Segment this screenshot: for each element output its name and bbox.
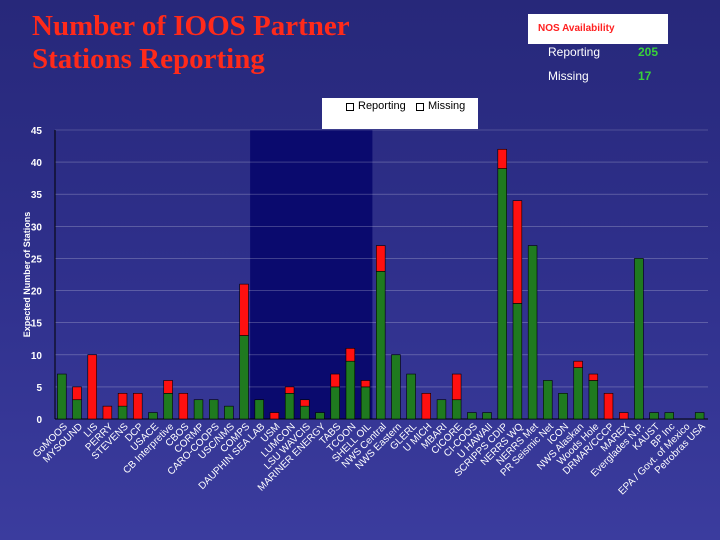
bar-reporting <box>239 335 249 420</box>
bar-reporting <box>376 270 386 420</box>
y-tick-label: 10 <box>31 351 43 362</box>
y-axis-label: Expected Number of Stations <box>22 212 32 338</box>
bar-reporting <box>315 412 325 420</box>
bar-missing <box>300 399 310 407</box>
bar-missing <box>360 380 371 388</box>
bar-missing <box>269 412 280 420</box>
y-tick-label: 40 <box>31 158 43 169</box>
chart-legend: Reporting Missing <box>322 98 478 129</box>
y-tick-label: 25 <box>31 254 43 265</box>
nos-missing-value: 17 <box>638 69 652 83</box>
legend-label-missing: Missing <box>428 100 466 112</box>
bar-reporting <box>664 412 674 420</box>
bar-missing <box>451 373 462 401</box>
bar-reporting <box>482 412 492 420</box>
bar-missing <box>345 348 356 362</box>
bar-missing <box>588 373 599 381</box>
bar-missing <box>163 380 173 394</box>
bar-reporting <box>300 405 310 420</box>
nos-availability-header: NOS Availability <box>528 14 668 44</box>
bar-missing <box>619 412 629 420</box>
bar-reporting <box>72 399 82 420</box>
nos-reporting-value: 205 <box>638 45 659 59</box>
bar-reporting <box>284 393 295 420</box>
bar-missing <box>497 148 507 169</box>
bar-reporting <box>148 412 158 420</box>
bar-reporting <box>163 393 173 420</box>
chart-title-line2: Stations Reporting <box>32 43 265 75</box>
bar-reporting <box>451 399 462 420</box>
bar-reporting <box>588 380 599 420</box>
bar-reporting <box>193 399 204 420</box>
bar-reporting <box>254 399 264 420</box>
bar-missing <box>376 245 386 272</box>
bar-reporting <box>467 412 477 420</box>
bar-missing <box>72 386 82 401</box>
chart-title: Number of IOOS Partner Stations Reportin… <box>32 10 452 76</box>
bar-missing <box>330 373 340 388</box>
bar-reporting <box>436 399 447 420</box>
bar-reporting <box>57 373 67 420</box>
bar-reporting <box>224 405 234 420</box>
y-tick-label: 45 <box>31 126 43 137</box>
bar-reporting <box>391 354 401 420</box>
bar-missing <box>178 393 189 420</box>
bar-missing <box>102 405 113 420</box>
chart-title-line1: Number of IOOS Partner <box>32 10 350 42</box>
bar-missing <box>284 386 295 394</box>
bar-reporting <box>543 380 553 420</box>
y-tick-label: 20 <box>31 287 43 298</box>
bar-missing <box>239 283 249 336</box>
y-tick-label: 15 <box>31 319 43 330</box>
legend-swatch-reporting <box>346 103 354 111</box>
bar-missing <box>133 393 143 420</box>
nos-reporting-label: Reporting <box>548 45 601 59</box>
bar-missing <box>87 354 97 420</box>
bar-reporting <box>497 168 507 420</box>
bar-reporting <box>512 303 523 420</box>
bar-reporting <box>117 405 128 420</box>
bar-reporting <box>558 393 568 420</box>
legend-swatch-missing <box>416 103 424 111</box>
y-tick-label: 5 <box>36 383 42 394</box>
bar-reporting <box>527 245 538 420</box>
y-tick-label: 35 <box>31 190 43 201</box>
y-tick-label: 30 <box>31 222 43 233</box>
bar-reporting <box>573 367 583 420</box>
nos-availability-panel: NOS Availability Reporting 205 Missing 1… <box>528 14 668 92</box>
bar-reporting <box>694 412 705 420</box>
bar-reporting <box>649 412 659 420</box>
bar-reporting <box>345 360 356 420</box>
y-tick-label: 0 <box>36 415 42 426</box>
legend-label-reporting: Reporting <box>358 100 406 112</box>
nos-missing-label: Missing <box>548 69 589 83</box>
bar-missing <box>421 393 432 420</box>
bar-reporting <box>406 373 416 420</box>
bar-missing <box>117 393 128 407</box>
bar-reporting <box>634 258 644 420</box>
bar-reporting <box>208 399 219 420</box>
bar-missing <box>512 200 523 304</box>
bar-reporting <box>360 386 371 420</box>
bar-missing <box>573 360 583 368</box>
bar-missing <box>603 393 614 420</box>
bar-reporting <box>330 386 340 420</box>
